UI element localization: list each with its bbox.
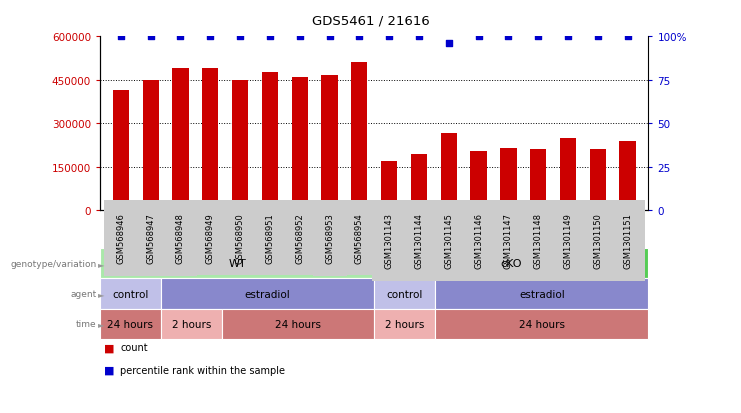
Text: ■: ■ <box>104 365 114 375</box>
Text: GSM1301146: GSM1301146 <box>474 213 483 268</box>
Text: GSM568952: GSM568952 <box>295 213 305 263</box>
Bar <box>440 134 457 211</box>
Text: 24 hours: 24 hours <box>519 319 565 329</box>
Text: GSM1301147: GSM1301147 <box>504 213 513 268</box>
Text: GSM1301150: GSM1301150 <box>594 213 602 268</box>
Text: control: control <box>387 289 423 299</box>
Text: GSM1301143: GSM1301143 <box>385 213 393 268</box>
Text: WT: WT <box>228 259 246 269</box>
Point <box>175 34 187 40</box>
Point <box>264 34 276 40</box>
Text: control: control <box>113 289 149 299</box>
Bar <box>619 141 636 211</box>
Text: genotype/variation: genotype/variation <box>10 259 96 268</box>
Point <box>473 34 485 40</box>
Bar <box>530 150 546 211</box>
Bar <box>559 138 576 211</box>
Point <box>115 34 127 40</box>
Point <box>443 41 455 47</box>
Point <box>234 34 246 40</box>
Text: GSM568951: GSM568951 <box>265 213 274 263</box>
Text: ►: ► <box>98 259 104 268</box>
Text: time: time <box>76 320 96 328</box>
Text: GDS5461 / 21616: GDS5461 / 21616 <box>312 14 429 27</box>
Bar <box>322 76 338 211</box>
Text: ►: ► <box>98 320 104 328</box>
Bar <box>291 78 308 211</box>
Bar <box>590 150 606 211</box>
Point <box>413 34 425 40</box>
Point <box>205 34 216 40</box>
Text: GSM568949: GSM568949 <box>206 213 215 263</box>
Text: ■: ■ <box>104 342 114 352</box>
Text: 2 hours: 2 hours <box>385 319 425 329</box>
Bar <box>381 161 397 211</box>
Text: GSM568948: GSM568948 <box>176 213 185 263</box>
Point <box>324 34 336 40</box>
Bar <box>351 63 368 211</box>
Text: ►: ► <box>98 290 104 298</box>
Text: GSM1301151: GSM1301151 <box>623 213 632 268</box>
Text: GSM568946: GSM568946 <box>116 213 125 263</box>
Bar <box>262 74 278 211</box>
Text: GSM568954: GSM568954 <box>355 213 364 263</box>
Point <box>293 34 305 40</box>
Text: 24 hours: 24 hours <box>107 319 153 329</box>
Text: GSM568953: GSM568953 <box>325 213 334 263</box>
Text: 2 hours: 2 hours <box>172 319 211 329</box>
Point <box>562 34 574 40</box>
Text: GSM1301145: GSM1301145 <box>444 213 453 268</box>
Text: agent: agent <box>70 290 96 298</box>
Text: GSM568947: GSM568947 <box>146 213 155 263</box>
Text: GSM1301144: GSM1301144 <box>414 213 423 268</box>
Text: percentile rank within the sample: percentile rank within the sample <box>120 365 285 375</box>
Point <box>532 34 544 40</box>
Text: estradiol: estradiol <box>519 289 565 299</box>
Point <box>383 34 395 40</box>
Bar <box>471 152 487 211</box>
Bar <box>411 154 427 211</box>
Bar <box>500 149 516 211</box>
Text: count: count <box>120 342 147 352</box>
Text: estradiol: estradiol <box>245 289 290 299</box>
Point <box>622 34 634 40</box>
Point <box>353 34 365 40</box>
Text: GSM568950: GSM568950 <box>236 213 245 263</box>
Bar <box>173 69 189 211</box>
Text: 24 hours: 24 hours <box>275 319 321 329</box>
Bar <box>202 69 219 211</box>
Point <box>592 34 604 40</box>
Text: cKO: cKO <box>500 259 522 269</box>
Text: GSM1301148: GSM1301148 <box>534 213 542 268</box>
Bar <box>142 81 159 211</box>
Bar <box>113 91 129 211</box>
Point <box>144 34 156 40</box>
Bar <box>232 81 248 211</box>
Point <box>502 34 514 40</box>
Text: GSM1301149: GSM1301149 <box>563 213 572 268</box>
